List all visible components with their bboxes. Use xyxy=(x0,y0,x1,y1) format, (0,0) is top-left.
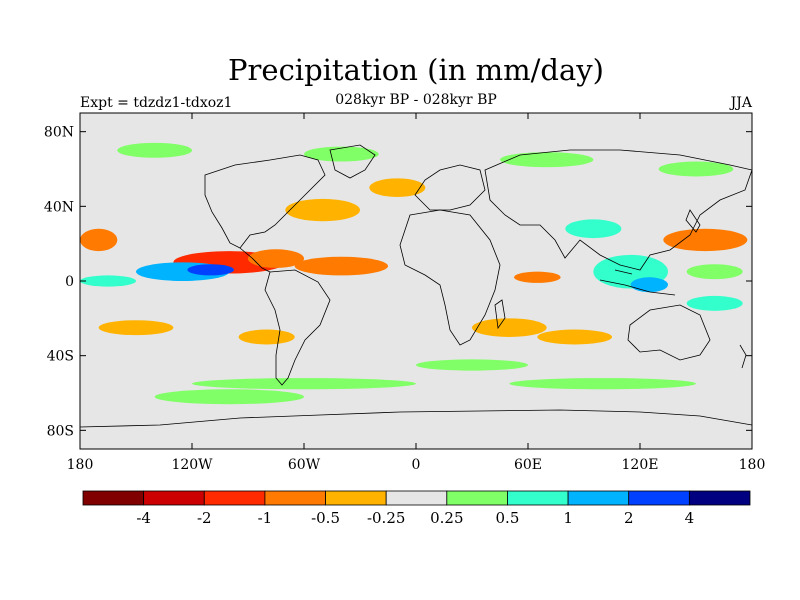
colorbar-swatch xyxy=(446,490,508,506)
coastline-central-america xyxy=(239,247,271,273)
colorbar-swatch xyxy=(325,490,387,506)
colorbar-label: 2 xyxy=(624,509,634,527)
anomaly-region-23 xyxy=(154,389,304,405)
anomaly-region-5 xyxy=(80,275,136,287)
colorbar-label: -0.25 xyxy=(367,509,405,527)
coastline-south-america xyxy=(264,269,331,386)
anomaly-region-17 xyxy=(686,295,743,311)
anomaly-region-20 xyxy=(416,359,528,371)
anomaly-region-22 xyxy=(192,378,416,390)
colorbar-label: -2 xyxy=(197,509,212,527)
anomaly-region-19 xyxy=(98,320,174,336)
colorbar-swatch xyxy=(688,490,751,506)
colorbar-label: -1 xyxy=(258,509,273,527)
coastline-australia xyxy=(627,304,711,361)
colorbar-swatch xyxy=(507,490,569,506)
coastline-madagascar xyxy=(494,299,506,330)
anomaly-region-8 xyxy=(369,178,426,198)
x-tick-label: 120W xyxy=(171,457,213,473)
x-tick-label: 60W xyxy=(288,457,321,473)
anomaly-region-27 xyxy=(658,161,734,177)
anomaly-region-1 xyxy=(294,256,389,276)
anomaly-region-2 xyxy=(248,249,304,268)
anomaly-region-24 xyxy=(117,142,192,158)
x-tick-label: 180 xyxy=(67,457,94,473)
y-tick-label: 0 xyxy=(65,274,74,290)
anomaly-region-4 xyxy=(187,264,235,276)
coastline-new-zealand xyxy=(739,344,747,369)
anomaly-region-25 xyxy=(304,146,379,162)
colorbar-label: -4 xyxy=(136,509,151,527)
coastline-japan xyxy=(685,209,701,233)
anomaly-region-16 xyxy=(686,264,743,280)
colorbar-swatch xyxy=(82,490,145,506)
colorbar: -4 -2 -1 -0.5 -0.25 0.25 0.5 1 2 4 xyxy=(82,490,751,527)
anomaly-field xyxy=(80,142,748,405)
coastline-africa xyxy=(399,209,501,346)
colorbar-swatch xyxy=(264,490,326,506)
x-tick-label: 0 xyxy=(412,457,421,473)
anomaly-region-21 xyxy=(509,378,696,390)
y-tick-label: 80S xyxy=(47,423,74,439)
coastline-antarctica xyxy=(80,409,752,428)
colorbar-label: 0.25 xyxy=(430,509,463,527)
anomaly-region-7 xyxy=(285,198,360,222)
experiment-label: Expt = tdzdz1-tdxoz1 xyxy=(80,95,232,111)
colorbar-label: 1 xyxy=(563,509,573,527)
anomaly-region-26 xyxy=(500,152,594,168)
y-axis: 80N 40N 0 40S 80S xyxy=(44,125,752,439)
colorbar-swatch xyxy=(203,490,266,506)
colorbar-label: -0.5 xyxy=(311,509,340,527)
anomaly-region-9 xyxy=(514,271,561,283)
anomaly-region-6 xyxy=(80,228,118,252)
colorbar-swatch xyxy=(567,490,630,506)
colorbar-label: 0.5 xyxy=(496,509,520,527)
colorbar-swatch xyxy=(385,490,448,506)
coastline-asia xyxy=(484,149,752,271)
anomaly-region-15 xyxy=(663,228,748,252)
x-tick-label: 60E xyxy=(514,457,542,473)
y-tick-label: 40S xyxy=(47,349,74,365)
coastline-indonesia xyxy=(599,269,676,296)
coastline-north-america xyxy=(204,154,326,249)
anomaly-region-14 xyxy=(565,219,622,239)
colorbar-swatch xyxy=(143,490,205,506)
y-tick-label: 80N xyxy=(44,125,74,141)
colorbar-swatch xyxy=(628,490,690,506)
season-label: JJA xyxy=(729,95,753,111)
anomaly-region-11 xyxy=(537,329,613,345)
colorbar-label: 4 xyxy=(685,509,695,527)
x-axis: 180 120W 60W 0 60E 120E 180 xyxy=(67,113,766,473)
anomaly-region-13 xyxy=(630,277,668,293)
x-tick-label: 120E xyxy=(622,457,659,473)
anomaly-region-18 xyxy=(238,329,295,345)
chart-title: Precipitation (in mm/day) xyxy=(228,53,604,87)
anomaly-region-10 xyxy=(472,318,547,337)
coastline-greenland xyxy=(329,144,376,179)
chart-subtitle: 028kyr BP - 028kyr BP xyxy=(335,92,497,108)
coastlines xyxy=(80,144,752,428)
x-tick-label: 180 xyxy=(739,457,766,473)
y-tick-label: 40N xyxy=(44,199,74,215)
